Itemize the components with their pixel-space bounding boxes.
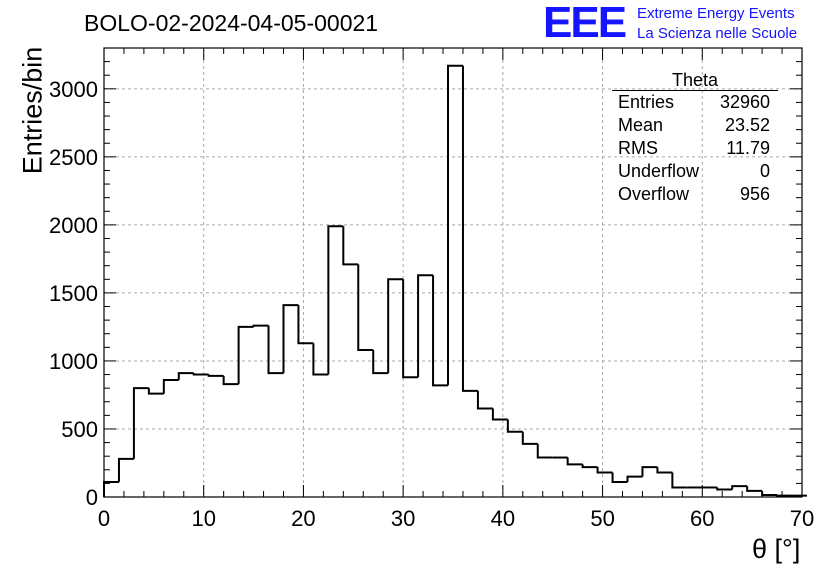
histogram-bin (147, 388, 164, 395)
stats-label: Entries (618, 92, 675, 112)
histogram-bin (776, 494, 793, 497)
histogram-bin (731, 485, 748, 490)
plot-frame (103, 47, 803, 498)
histogram-bin (372, 350, 389, 375)
chart-title: BOLO-02-2024-04-05-00021 (84, 10, 379, 36)
y-tick-label: 2500 (49, 145, 98, 170)
stats-value: 0 (759, 161, 770, 181)
x-tick-label: 40 (491, 506, 515, 531)
histogram-bin (267, 325, 284, 375)
histogram-bin (132, 387, 149, 459)
x-axis-label: θ [°] (752, 534, 801, 564)
histogram-bin (611, 472, 628, 484)
histogram-bin (117, 457, 134, 483)
stats-value: 11.79 (726, 138, 770, 158)
stats-label: RMS (618, 138, 658, 158)
x-tick-label: 10 (191, 506, 215, 531)
stats-row-underflow: Underflow 0 (612, 160, 778, 183)
stats-box: Theta Entries 32960 Mean 23.52 RMS 11.79 Un… (612, 70, 778, 206)
x-tick-label: 0 (98, 506, 110, 531)
histogram-bin (297, 305, 314, 345)
histogram-bin (536, 443, 553, 459)
histogram-bin (357, 264, 374, 352)
stats-label: Underflow (618, 161, 700, 181)
histogram-bin (476, 390, 493, 410)
stats-value: 32960 (719, 92, 770, 112)
histogram-bin (342, 226, 359, 266)
logo-caption: Extreme Energy Events La Scienza nelle S… (637, 4, 797, 44)
logo-line1: Extreme Energy Events (637, 5, 795, 22)
histogram-bin (237, 325, 254, 385)
histogram-bin (103, 481, 119, 497)
x-tick-label: 20 (291, 506, 315, 531)
stats-title: Theta (612, 70, 778, 91)
x-tick-label: 30 (391, 506, 415, 531)
histogram-bin (581, 464, 598, 469)
histogram-bin (327, 225, 344, 375)
histogram-bin (671, 472, 688, 489)
histogram-bin (761, 490, 778, 496)
stats-row-rms: RMS 11.79 (612, 137, 778, 160)
histogram-bin (282, 304, 299, 374)
stats-row-mean: Mean 23.52 (612, 114, 778, 137)
y-axis-label: Entries/bin (17, 46, 48, 175)
histogram-bin (626, 475, 643, 483)
y-tick-label: 500 (61, 417, 98, 442)
x-tick-label: 50 (590, 506, 614, 531)
histogram-bin (432, 275, 449, 387)
eee-logo: EEE (543, 0, 627, 47)
histogram-bin (506, 419, 523, 433)
histogram-bin (402, 279, 419, 379)
y-tick-label: 3000 (49, 77, 98, 102)
stats-value: 23.52 (724, 115, 770, 135)
y-tick-label: 0 (86, 485, 98, 510)
y-tick-label: 1500 (49, 281, 98, 306)
histogram-bin (566, 457, 583, 466)
histogram-bin (447, 64, 463, 386)
x-tick-label: 70 (790, 506, 814, 531)
histogram-bin (417, 274, 434, 378)
stats-row-entries: Entries 32960 (612, 91, 778, 114)
histogram-bin (192, 373, 209, 376)
histogram-bin (387, 278, 404, 374)
histogram-bin (207, 374, 224, 377)
histogram-bin (746, 486, 763, 492)
stats-label: Mean (618, 115, 664, 135)
stats-label: Overflow (618, 184, 690, 204)
histogram-bin (312, 343, 329, 376)
histogram-bin (252, 324, 269, 327)
histogram-bin (521, 431, 538, 445)
stats-row-overflow: Overflow 956 (612, 183, 778, 206)
y-tick-label: 1000 (49, 349, 98, 374)
histogram-bin (461, 65, 478, 392)
y-tick-label: 2000 (49, 213, 98, 238)
stats-value: 956 (739, 184, 770, 204)
histogram-bin (177, 372, 194, 380)
histogram-bin (716, 487, 733, 491)
histogram-bin (656, 467, 673, 474)
histogram-bin (222, 375, 239, 386)
histogram-bin (491, 408, 508, 421)
logo-line2: La Scienza nelle Scuole (637, 25, 798, 42)
histogram-bin (596, 467, 613, 474)
histogram-bin (162, 378, 179, 394)
x-tick-label: 60 (690, 506, 714, 531)
histogram-bin (641, 466, 658, 477)
